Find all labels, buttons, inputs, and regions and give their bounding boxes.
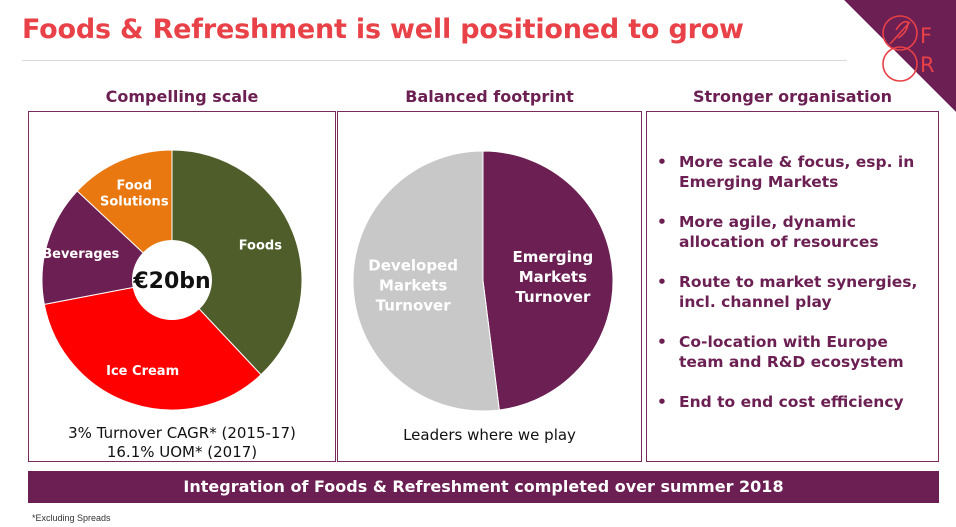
market-split-pie-chart: Emerging Markets Turnover Developed Markets T… [352, 150, 614, 412]
bullet-dot-icon: • [657, 393, 667, 411]
donut-center-label: €20bn [132, 269, 210, 294]
caption-cagr: 3% Turnover CAGR* (2015-17) [68, 424, 296, 442]
slice-label-food-solutions: Food Solutions [100, 178, 169, 209]
caption-uom: 16.1% UOM* (2017) [106, 443, 258, 461]
logo-letter-r: R [920, 53, 935, 77]
slice-label-developed-markets-turnover: Developed Markets Turnover [368, 257, 458, 315]
heading-stronger-organisation: Stronger organisation [692, 87, 893, 106]
caption-leaders: Leaders where we play [403, 426, 576, 444]
slice-emerging-markets-turnover [482, 150, 614, 411]
slice-label-beverages: Beverages [42, 247, 119, 262]
slice-label-ice-cream: Ice Cream [106, 364, 179, 379]
panel-stronger-organisation: • More scale & focus, esp. in Emerging Mar… [646, 111, 939, 462]
bullet-item: • More scale & focus, esp. in Emerging Mar… [657, 152, 934, 192]
bullet-text-line: More scale & focus, esp. in [679, 153, 915, 171]
bullet-item: • Co-location with Europe team and R&D eco… [657, 332, 934, 372]
footnote: *Excluding Spreads [32, 513, 111, 523]
bullet-text-line: incl. channel play [679, 293, 832, 311]
bullet-item: • More agile, dynamic allocation of resour… [657, 212, 934, 252]
brand-logo: F R [836, 0, 956, 120]
bullet-text-line: Co-location with Europe [679, 333, 888, 351]
heading-compelling-scale: Compelling scale [105, 87, 259, 106]
slice-label-emerging-markets-turnover: Emerging Markets Turnover [512, 248, 593, 306]
logo-leaf-icon [882, 15, 918, 51]
slice-foods [171, 149, 303, 376]
integration-banner: Integration of Foods & Refreshment compl… [28, 471, 939, 503]
logo-letter-f: F [920, 24, 932, 48]
heading-balanced-footprint: Balanced footprint [405, 87, 574, 106]
bullet-item: • End to end cost efficiency [657, 392, 934, 412]
slice-ice-cream [43, 279, 262, 411]
bullet-item: • Route to market synergies, incl. channel… [657, 272, 934, 312]
bullet-text-line: Route to market synergies, [679, 273, 918, 291]
bullet-dot-icon: • [657, 153, 667, 171]
turnover-donut-chart: Foods Ice Cream Beverages Food Solutions €20b… [41, 149, 303, 411]
bullet-dot-icon: • [657, 333, 667, 351]
organisation-bullet-list: • More scale & focus, esp. in Emerging Mar… [657, 152, 934, 432]
slice-food-solutions [76, 149, 173, 282]
slice-developed-markets-turnover [352, 150, 500, 412]
panel-balanced-footprint: Emerging Markets Turnover Developed Markets T… [337, 111, 642, 462]
bullet-text-line: allocation of resources [679, 233, 879, 251]
bullet-dot-icon: • [657, 273, 667, 291]
panel-compelling-scale: Foods Ice Cream Beverages Food Solutions €20b… [28, 111, 336, 462]
bullet-text-line: Emerging Markets [679, 173, 839, 191]
bullet-text-line: More agile, dynamic [679, 213, 856, 231]
title-divider [22, 60, 847, 61]
page-title: Foods & Refreshment is well positioned t… [22, 14, 744, 45]
bullet-text-line: team and R&D ecosystem [679, 353, 904, 371]
donut-hole [132, 240, 212, 320]
bullet-dot-icon: • [657, 213, 667, 231]
bullet-text-line: End to end cost efficiency [679, 393, 904, 411]
logo-ring-icon [882, 46, 918, 82]
scale-captions: 3% Turnover CAGR* (2015-17) 16.1% UOM* (… [29, 424, 335, 462]
slice-label-foods: Foods [239, 239, 283, 254]
